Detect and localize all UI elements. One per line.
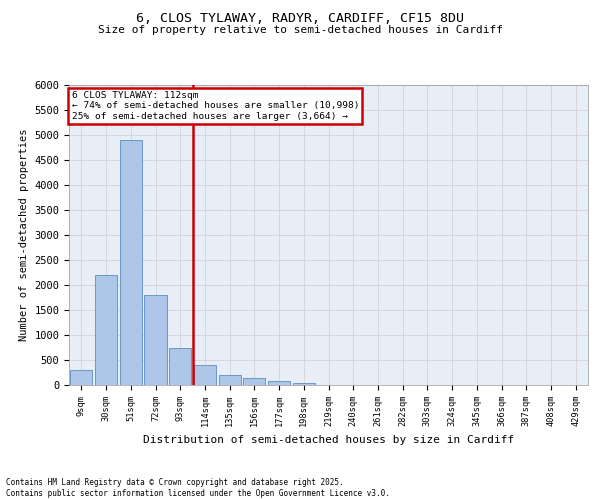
Y-axis label: Number of semi-detached properties: Number of semi-detached properties <box>19 128 29 341</box>
Text: 6, CLOS TYLAWAY, RADYR, CARDIFF, CF15 8DU: 6, CLOS TYLAWAY, RADYR, CARDIFF, CF15 8D… <box>136 12 464 26</box>
Bar <box>169 348 191 385</box>
Bar <box>293 382 315 385</box>
Bar <box>243 378 265 385</box>
Text: Size of property relative to semi-detached houses in Cardiff: Size of property relative to semi-detach… <box>97 25 503 35</box>
Text: 6 CLOS TYLAWAY: 112sqm
← 74% of semi-detached houses are smaller (10,998)
25% of: 6 CLOS TYLAWAY: 112sqm ← 74% of semi-det… <box>71 91 359 121</box>
Text: Contains HM Land Registry data © Crown copyright and database right 2025.
Contai: Contains HM Land Registry data © Crown c… <box>6 478 390 498</box>
Bar <box>119 140 142 385</box>
Bar <box>95 275 117 385</box>
Bar <box>218 375 241 385</box>
Bar <box>194 365 216 385</box>
X-axis label: Distribution of semi-detached houses by size in Cardiff: Distribution of semi-detached houses by … <box>143 434 514 444</box>
Bar <box>145 295 167 385</box>
Bar <box>268 381 290 385</box>
Bar <box>317 384 340 385</box>
Bar <box>70 370 92 385</box>
